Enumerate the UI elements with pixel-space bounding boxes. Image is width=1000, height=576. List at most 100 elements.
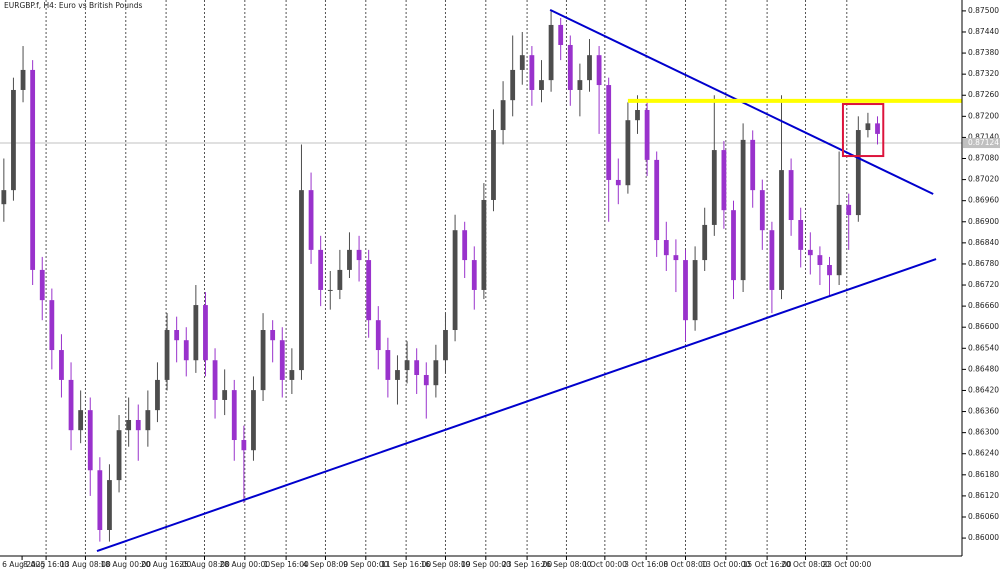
candle-body [299,190,304,371]
candle-body [270,330,276,341]
candle-body [366,260,372,321]
candle-body [615,179,621,186]
candle-body [740,139,746,281]
candle-body [654,159,660,241]
candle-body [97,470,103,530]
x-tick-label: 1 Sep 16:00 [263,560,309,569]
candle-body [865,123,871,131]
x-tick-label: 3 Oct 16:00 [624,560,668,569]
y-tick-label: 0.86900 [968,217,999,226]
candle-body [107,480,112,530]
candle-body [596,55,602,86]
candle-body [673,255,679,261]
candle-body [212,360,218,400]
candle-body [203,305,208,361]
candle-body [769,230,775,290]
y-tick-label: 0.86180 [968,470,999,479]
x-tick-label: 16 Sep 08:00 [420,560,470,569]
candle-body [1,190,7,205]
candle-body [78,410,84,431]
candle-body [30,69,36,270]
y-tick-label: 0.87200 [968,111,999,120]
candle-body [635,110,640,121]
y-tick-label: 0.86420 [968,385,999,394]
candle-body [587,55,592,81]
candle-body [731,210,736,281]
y-tick-label: 0.86120 [968,491,999,500]
marks-layer [1,10,880,542]
y-tick-label: 0.87380 [968,48,999,57]
candle-body [155,379,160,411]
candle-body [135,419,141,431]
x-tick-label: 9 Sep 00:00 [343,560,389,569]
y-tick-label: 0.86600 [968,322,999,331]
x-tick-label: 19 Sep 00:00 [461,560,511,569]
y-tick-label: 0.86780 [968,259,999,268]
candle-body [500,100,506,131]
candle-body [567,44,573,90]
x-tick-label: 18 Aug 00:00 [100,560,151,569]
candle-body [49,300,55,351]
candle-body [481,199,487,290]
x-tick-label: 25 Aug 08:00 [179,560,230,569]
candle-body [145,410,151,431]
y-tick-label: 0.86240 [968,449,999,458]
candle-body [404,360,410,371]
candle-body [375,320,381,351]
current-price-label: 0.87124 [968,138,999,147]
candle-body [462,230,468,261]
candle-body [414,360,420,376]
x-tick-label: 13 Oct 00:00 [701,560,750,569]
y-tick-label: 0.86000 [968,533,999,542]
candle-body [855,130,861,216]
x-tick-label: 8 Aug 16:00 [23,560,69,569]
candle-body [807,249,813,256]
y-tick-label: 0.86660 [968,301,999,310]
y-tick-label: 0.87440 [968,27,999,36]
candle-body [164,330,170,380]
y-tick-label: 0.87260 [968,90,999,99]
candle-body [702,224,708,261]
candle-body [308,190,314,250]
candle-body [395,370,400,380]
candle-body [510,69,516,101]
candle-body [289,370,295,380]
x-tick-label: 28 Aug 00:00 [220,560,271,569]
x-tick-label: 15 Oct 16:00 [743,560,792,569]
y-tick-label: 0.86480 [968,364,999,373]
candle-body [577,80,583,90]
x-tick-label: 8 Oct 08:00 [663,560,707,569]
candle-body [385,350,391,380]
x-tick-label: 13 Aug 08:00 [60,560,111,569]
candle-body [174,330,180,341]
candle-body [39,269,45,301]
candle-body [750,139,756,191]
x-tick-label: 1 Oct 00:00 [583,560,627,569]
candle-body [116,430,122,481]
current-price-tag [963,138,1000,149]
candle-body [126,419,132,431]
x-tick-label: 6 Aug 2025 [2,560,45,569]
candle-body [68,379,74,431]
candle-body [817,255,823,265]
candle-body [683,260,688,321]
candle-body [423,375,429,386]
x-tick-label: 11 Sep 16:00 [381,560,431,569]
y-tick-label: 0.86840 [968,238,999,247]
candle-body [20,69,26,90]
candle-body [836,204,842,276]
candle-body [251,390,256,451]
candle-body [827,264,832,276]
candle-body [539,80,544,90]
x-tick-label: 26 Sep 08:00 [541,560,591,569]
candle-body [759,190,765,231]
x-tick-label: 20 Oct 08:00 [781,560,830,569]
y-tick-label: 0.86060 [968,512,999,521]
candle-body [846,204,852,216]
candle-body [529,55,535,90]
overlay-layer [96,8,962,553]
y-tick-label: 0.87320 [968,69,999,78]
